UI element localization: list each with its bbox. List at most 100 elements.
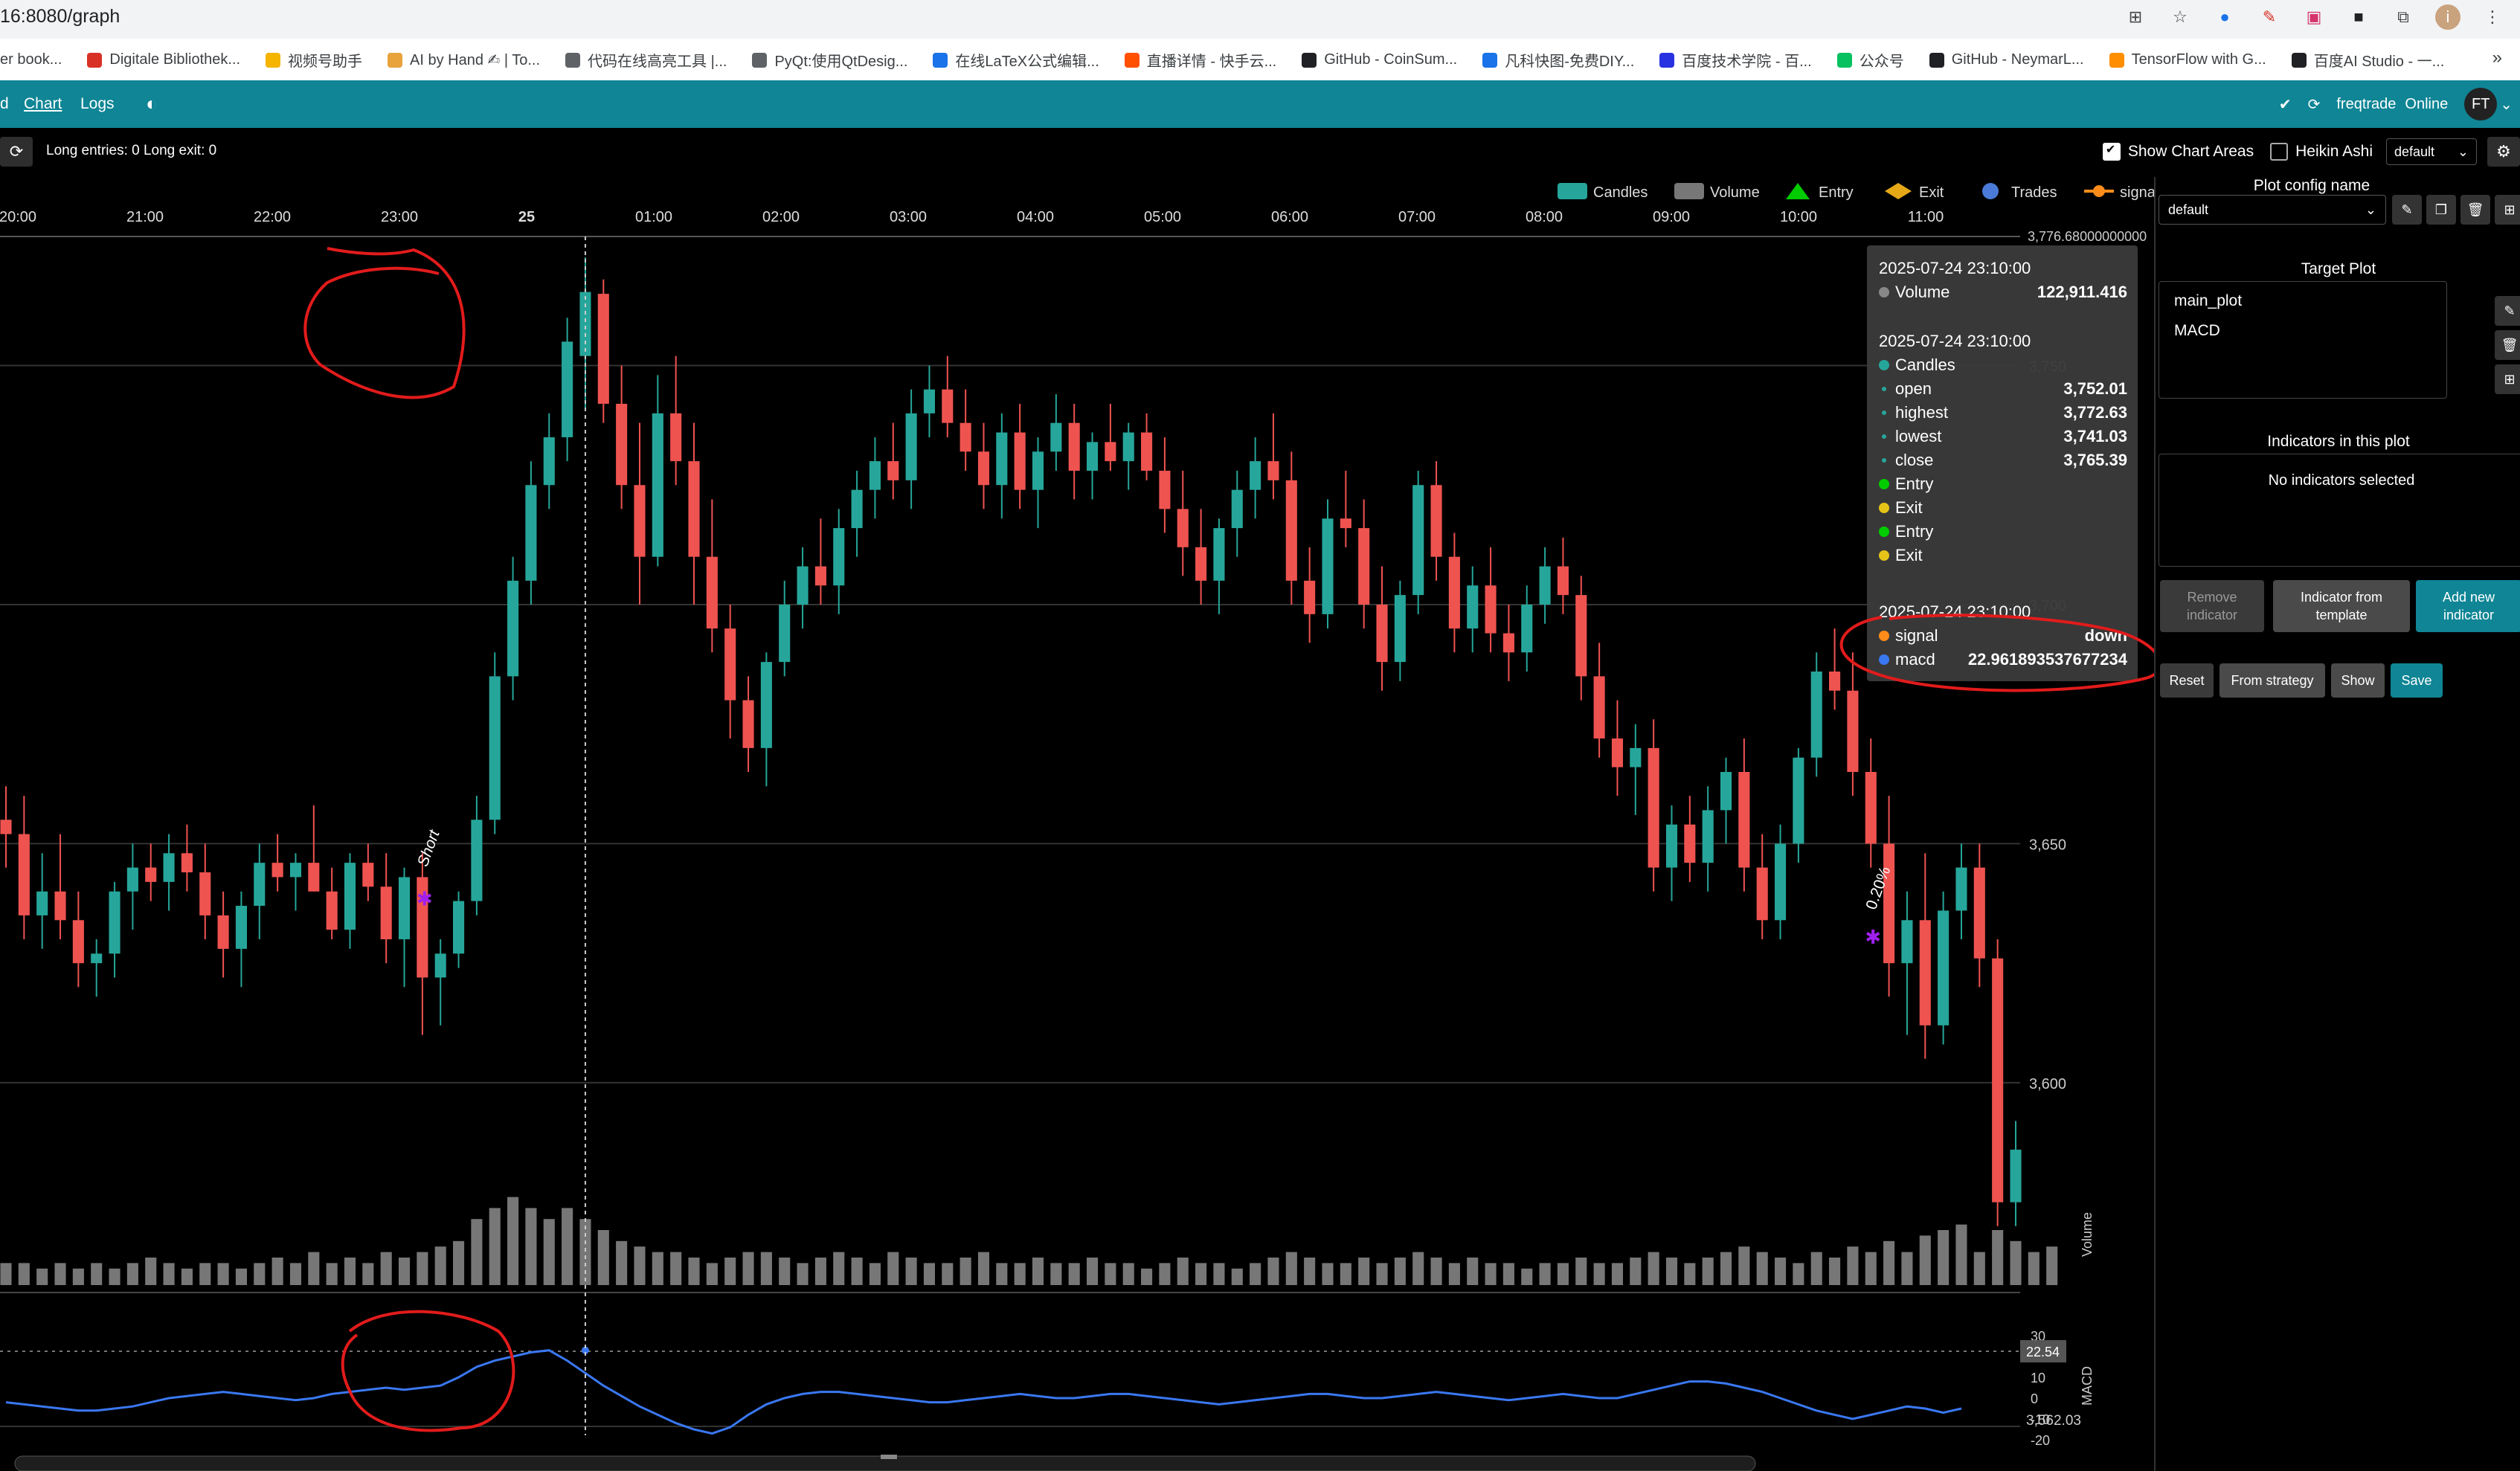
bookmark-item[interactable]: GitHub - CoinSum... xyxy=(1302,49,1457,71)
profile-icon[interactable]: i xyxy=(2435,4,2460,30)
candle xyxy=(616,365,628,509)
settings-gear-icon[interactable]: ⚙ xyxy=(2487,137,2520,167)
candle-body xyxy=(1829,671,1841,691)
candle-body xyxy=(597,294,609,404)
save-button[interactable]: Save xyxy=(2391,663,2443,698)
bookmark-item[interactable]: 凡科快图-免费DIY... xyxy=(1482,49,1634,71)
target-plot-title: Target Plot xyxy=(2301,260,2376,277)
candle xyxy=(1159,437,1171,533)
candle xyxy=(1973,843,1985,988)
from-strategy-button[interactable]: From strategy xyxy=(2220,663,2325,698)
show-button[interactable]: Show xyxy=(2331,663,2385,698)
bookmark-item[interactable]: 公众号 xyxy=(1836,49,1904,71)
candle xyxy=(1086,432,1099,500)
plot-config-select[interactable]: default ⌄ xyxy=(2386,138,2477,165)
volume-bar xyxy=(960,1258,971,1285)
bot-status: Online xyxy=(2405,95,2449,112)
candle-body xyxy=(1793,757,1804,844)
bookmark-item[interactable]: Digitale Bibliothek... xyxy=(87,49,240,71)
volume-bar xyxy=(1738,1246,1750,1285)
chevron-down-icon[interactable]: ⌄ xyxy=(2500,96,2513,113)
menu-icon[interactable]: ⋮ xyxy=(2484,7,2501,26)
target-item-main-plot[interactable]: main_plot xyxy=(2174,292,2243,309)
candle xyxy=(1539,547,1551,624)
macd-tick-label: -10 xyxy=(2031,1412,2050,1427)
edit-icon[interactable]: ✎ xyxy=(2392,195,2422,225)
indicators-title: Indicators in this plot xyxy=(2267,433,2410,450)
volume-bar xyxy=(1086,1258,1099,1285)
volume-bar xyxy=(1467,1258,1479,1285)
plot-config-name-select[interactable]: default ⌄ xyxy=(2159,195,2386,225)
candle xyxy=(923,365,936,437)
volume-dot-icon xyxy=(1879,287,1889,297)
add-target-icon[interactable]: ⊞ xyxy=(2495,364,2520,394)
edit-target-icon[interactable]: ✎ xyxy=(2495,296,2520,326)
user-avatar[interactable]: FT xyxy=(2464,88,2498,120)
candle xyxy=(1883,796,1895,997)
tooltip-ohlc-row: highest 3,772.63 xyxy=(1879,402,2127,424)
bookmark-item[interactable]: GitHub - NeymarL... xyxy=(1929,49,2084,71)
translate-icon[interactable]: ⊞ xyxy=(2128,7,2143,26)
refresh-icon[interactable]: ⟳ xyxy=(2307,96,2321,113)
check-icon[interactable]: ✔ xyxy=(2278,96,2292,113)
remove-indicator-button[interactable]: Remove indicator xyxy=(2160,580,2264,632)
copy-icon[interactable]: ❐ xyxy=(2426,195,2456,225)
bookmark-item[interactable]: TensorFlow with G... xyxy=(2109,49,2266,71)
candle-body xyxy=(942,389,954,423)
bookmark-label: 代码在线高亮工具 |... xyxy=(588,54,727,70)
bookmark-item[interactable]: 代码在线高亮工具 |... xyxy=(565,49,727,71)
tooltip-trade-row: Exit xyxy=(1879,544,2127,567)
add-new-indicator-button[interactable]: Add new indicator xyxy=(2416,580,2520,632)
short-marker-icon: ✱ xyxy=(417,889,433,911)
indicator-from-template-button[interactable]: Indicator from template xyxy=(2273,580,2410,632)
heikin-ashi-checkbox[interactable] xyxy=(2270,143,2289,161)
bookmark-item[interactable]: 在线LaTeX公式编辑... xyxy=(933,49,1099,71)
candle-body xyxy=(453,901,465,954)
chevron-down-icon: ⌄ xyxy=(2457,144,2469,159)
address-bar[interactable]: 16:8080/graph xyxy=(0,6,120,27)
puzzle-icon[interactable]: ⧉ xyxy=(2397,7,2409,26)
bookmark-item[interactable]: PyQt:使用QtDesig... xyxy=(752,49,907,71)
volume-bar xyxy=(1285,1252,1297,1285)
volume-bar xyxy=(91,1263,103,1285)
volume-bar xyxy=(1992,1230,2004,1285)
candle-body xyxy=(1485,585,1497,634)
add-config-icon[interactable]: ⊞ xyxy=(2495,195,2520,225)
target-plot-list[interactable]: main_plot MACD xyxy=(2159,281,2447,399)
extension-icon-2[interactable]: ▣ xyxy=(2306,7,2322,26)
refresh-button[interactable]: ⟳ xyxy=(0,137,33,167)
nav-logs-link[interactable]: Logs xyxy=(80,95,115,112)
bookmark-label: Digitale Bibliothek... xyxy=(109,51,241,68)
bookmark-label: 百度技术学院 - 百... xyxy=(1682,54,1812,70)
volume-bar xyxy=(543,1219,555,1285)
candle-body xyxy=(181,853,193,873)
pen-extension-icon[interactable]: ✎ xyxy=(2262,7,2277,26)
reset-button[interactable]: Reset xyxy=(2160,663,2214,698)
bookmark-item[interactable]: 视频号助手 xyxy=(266,49,362,71)
bookmark-item[interactable]: er book... xyxy=(0,49,62,71)
bookmark-item[interactable]: 百度AI Studio - 一... xyxy=(2291,49,2444,71)
extension-icon-3[interactable]: ■ xyxy=(2353,7,2364,26)
candle-body xyxy=(109,891,120,954)
show-chart-areas-checkbox[interactable] xyxy=(2102,142,2121,161)
bookmark-star-icon[interactable]: ☆ xyxy=(2173,7,2188,26)
tooltip-volume-label: Volume xyxy=(1895,283,1950,301)
nav-chart-link[interactable]: Chart xyxy=(24,95,62,112)
delete-target-icon[interactable]: 🗑 xyxy=(2495,330,2520,360)
volume-bar xyxy=(616,1240,628,1285)
volume-bar xyxy=(2010,1240,2022,1285)
volume-bar xyxy=(1430,1258,1442,1285)
bookmark-item[interactable]: AI by Hand ✍ | To... xyxy=(388,49,540,71)
volume-bar xyxy=(326,1263,338,1285)
theme-toggle-icon[interactable]: ◐ xyxy=(146,92,158,115)
candle-body xyxy=(1177,509,1189,547)
bookmarks-more-icon[interactable]: » xyxy=(2492,48,2502,68)
volume-bar xyxy=(398,1258,411,1285)
extension-icon[interactable]: ● xyxy=(2220,7,2230,26)
delete-icon[interactable]: 🗑 xyxy=(2460,195,2490,225)
price-chart[interactable]: Candles Volume Entry Exit Trades signal macd 2… xyxy=(0,171,2154,1471)
bookmark-item[interactable]: 直播详情 - 快手云... xyxy=(1124,49,1276,71)
candle-body xyxy=(1213,528,1225,581)
target-item-macd[interactable]: MACD xyxy=(2174,322,2220,339)
bookmark-item[interactable]: 百度技术学院 - 百... xyxy=(1659,49,1812,71)
